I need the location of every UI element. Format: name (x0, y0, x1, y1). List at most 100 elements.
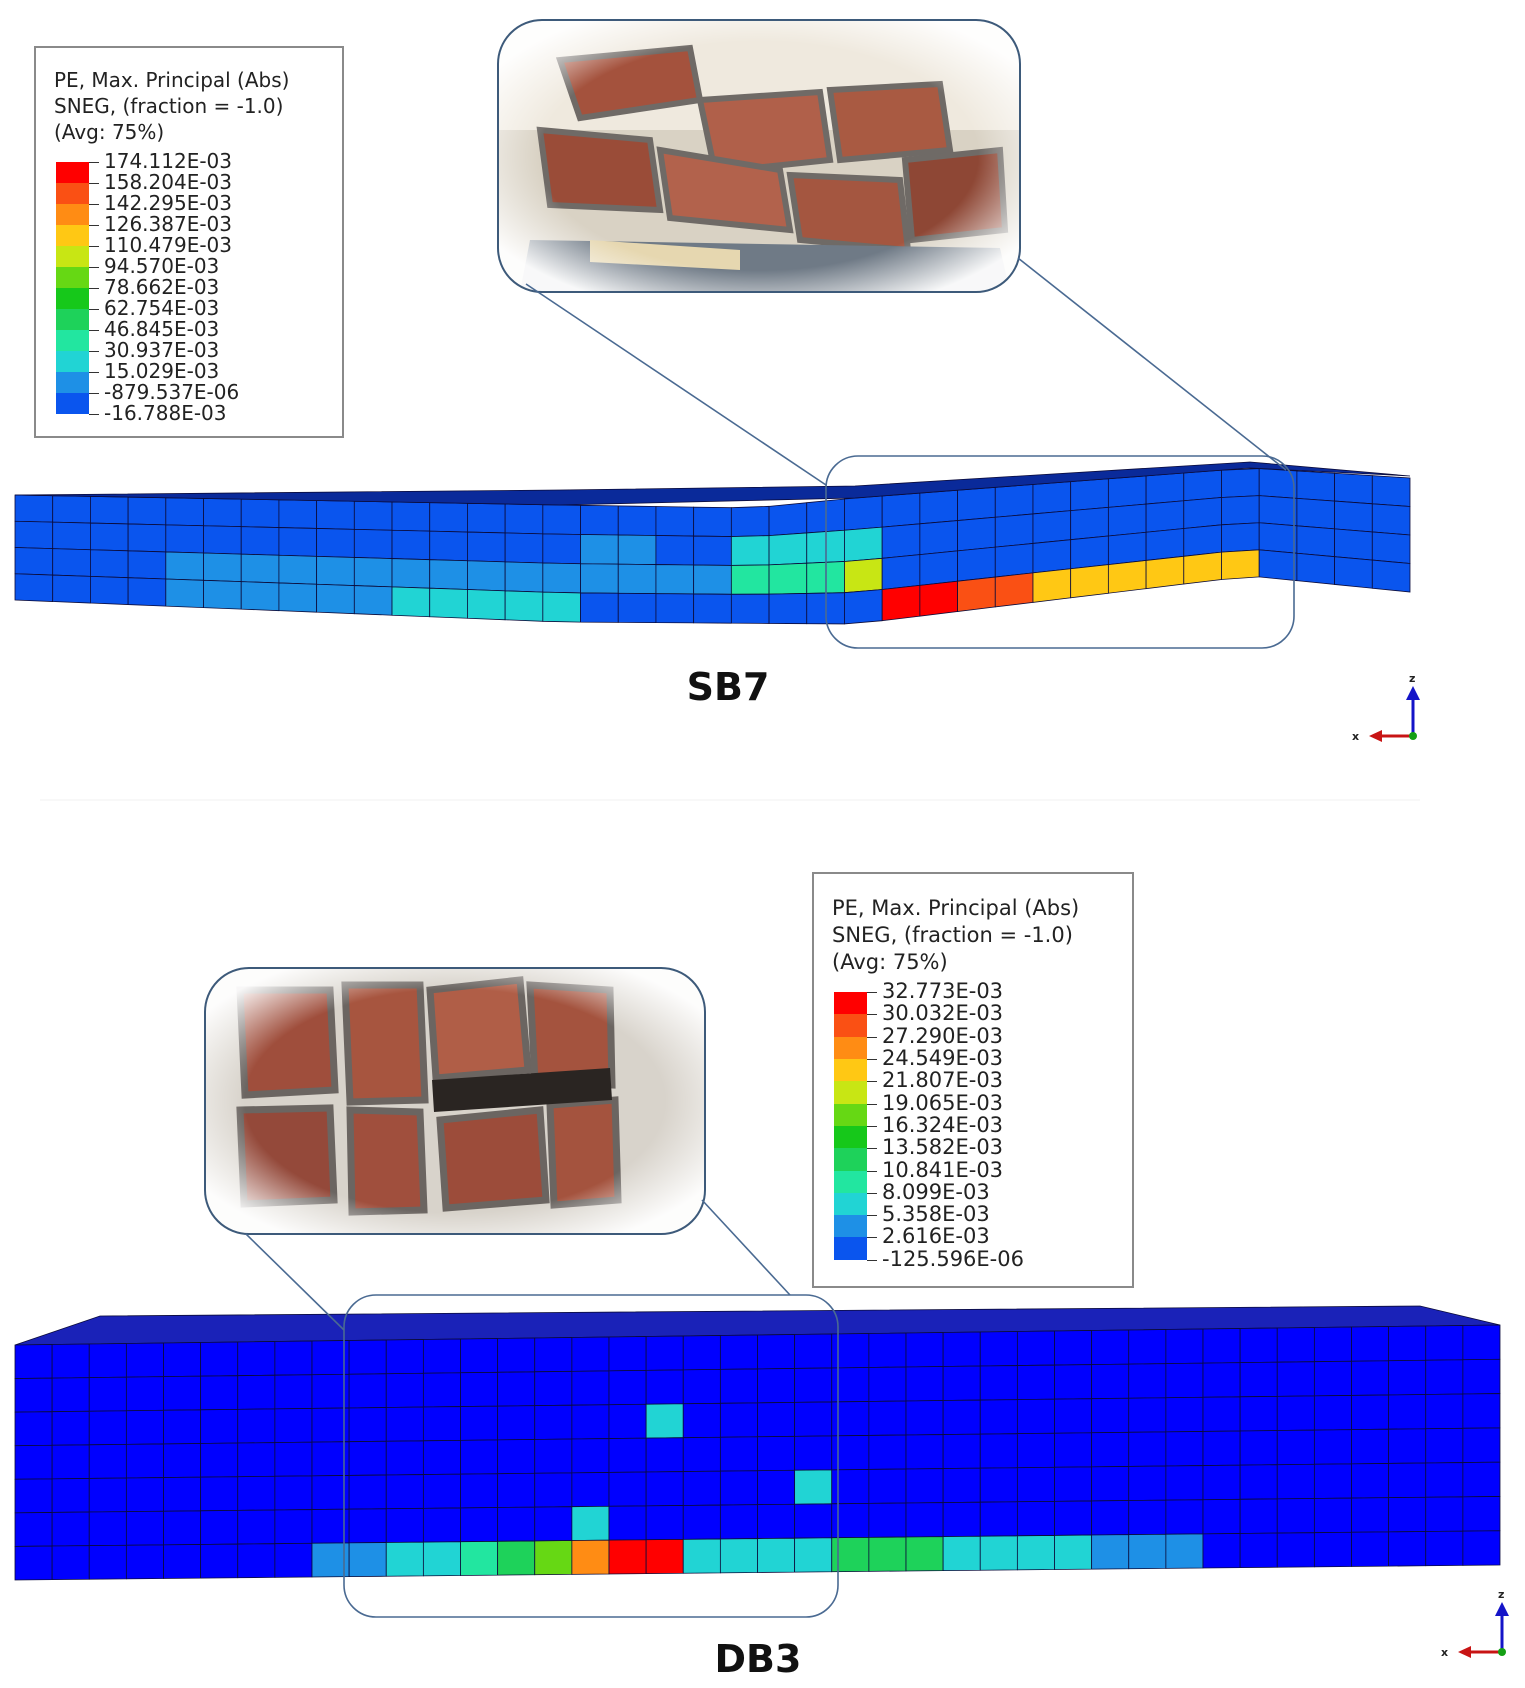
db3-mesh-element (385, 1372, 424, 1408)
db3-mesh-element (497, 1506, 536, 1542)
sb7-mesh-element (1334, 556, 1373, 589)
sb7-mesh-element (278, 582, 318, 613)
db3-mesh-element (534, 1438, 573, 1474)
db3-mesh-element (1313, 1326, 1352, 1363)
db3-mesh-element (645, 1471, 684, 1507)
db3-mesh-element (645, 1403, 684, 1439)
db3-mesh-element (1462, 1393, 1501, 1429)
legend-swatch (834, 1081, 867, 1104)
db3-mesh-element (385, 1541, 424, 1577)
sb7-mesh-element (278, 499, 318, 529)
sb7-mesh-element (542, 504, 581, 535)
db3-mesh-element (942, 1331, 981, 1367)
sb7-photo-inset (497, 19, 1021, 293)
sb7-mesh-element (429, 502, 468, 533)
db3-axis-triad: z x (1441, 1588, 1509, 1659)
db3-mesh-element (51, 1377, 90, 1413)
db3-mesh-element (682, 1369, 721, 1405)
legend-tick (89, 203, 99, 205)
db3-mesh-element (608, 1505, 647, 1541)
db3-mesh-element (571, 1404, 610, 1440)
db3-mesh-element (682, 1335, 721, 1371)
sb7-mesh-element (957, 516, 996, 552)
sb7-mesh-element (617, 563, 657, 595)
db3-mesh-element (757, 1503, 796, 1539)
legend-tick (867, 1059, 877, 1061)
db3-mesh-element (1165, 1465, 1204, 1501)
sb7-mesh-element (919, 580, 958, 617)
db3-beam-mesh (14, 1305, 1501, 1581)
db3-mesh-element (460, 1473, 499, 1509)
db3-mesh-element (1462, 1358, 1501, 1395)
db3-mesh-element (1016, 1535, 1055, 1571)
sb7-mesh-element (504, 532, 544, 564)
db3-mesh-element (88, 1343, 127, 1379)
legend-swatch (834, 1036, 867, 1060)
sb7-mesh-element (693, 506, 732, 537)
sb7-mesh-element (919, 520, 958, 556)
legend-swatch (56, 182, 89, 204)
sb7-mesh-element (542, 562, 581, 594)
legend-value: 24.549E-03 (882, 1046, 1004, 1071)
db3-mesh-element (645, 1369, 684, 1405)
db3-mesh-element (719, 1470, 758, 1506)
db3-mesh-element (1202, 1533, 1241, 1569)
db3-mesh-element (1202, 1498, 1241, 1535)
db3-mesh-element (385, 1440, 424, 1476)
sb7-mesh-element (1296, 470, 1335, 502)
legend-tick (89, 161, 99, 163)
db3-mesh-element (1016, 1330, 1055, 1366)
sb7-mesh-element (127, 523, 167, 553)
db3-mesh-element (1462, 1530, 1501, 1566)
sb7-mesh-element (467, 589, 506, 621)
db3-mesh-element (757, 1334, 796, 1370)
legend-tick (89, 329, 99, 331)
sb7-mesh-element (919, 489, 958, 525)
db3-mesh-element (1239, 1327, 1278, 1364)
sb7-mesh-element (844, 557, 883, 594)
db3-mesh-element (460, 1439, 499, 1475)
db3-legend-average: (Avg: 75%) (832, 950, 948, 974)
db3-mesh-element (1165, 1499, 1204, 1535)
sb7-mesh-element (165, 497, 204, 527)
db3-mesh-element (422, 1439, 461, 1475)
sb7-mesh-element (203, 552, 242, 583)
db3-mesh-element (14, 1377, 53, 1413)
db3-mesh-element (51, 1511, 90, 1547)
legend-value: 142.295E-03 (104, 191, 233, 216)
db3-mesh-element (460, 1507, 499, 1543)
db3-mesh-element (1091, 1466, 1130, 1502)
legend-swatch (834, 1014, 867, 1037)
db3-mesh-element (1128, 1533, 1167, 1570)
sb7-mesh-element (1145, 500, 1185, 533)
db3-mesh-element (497, 1337, 536, 1373)
sb7-mesh-element (1221, 468, 1260, 498)
legend-value: 15.029E-03 (104, 359, 220, 384)
db3-mesh-element (385, 1507, 424, 1543)
legend-swatch (834, 1059, 867, 1082)
db3-mesh-element (719, 1334, 758, 1370)
sb7-beam-mesh (14, 461, 1411, 625)
db3-mesh-element (757, 1435, 796, 1472)
db3-mesh-element (1239, 1532, 1278, 1569)
db3-mesh-element (534, 1540, 573, 1576)
sb7-mesh-element (52, 521, 91, 551)
db3-mesh-element (682, 1504, 721, 1540)
db3-mesh-element (51, 1444, 90, 1480)
sb7-legend-average: (Avg: 75%) (54, 120, 165, 144)
db3-mesh-element (1425, 1427, 1464, 1464)
db3-legend-title: PE, Max. Principal (Abs) (832, 896, 1080, 920)
sb7-mesh-element (278, 554, 318, 585)
db3-mesh-element (1276, 1498, 1315, 1534)
db3-mesh-element (163, 1409, 202, 1445)
sb7-mesh-element (730, 535, 770, 566)
sb7-mesh-element (429, 587, 468, 619)
db3-mesh-element (794, 1469, 833, 1505)
sb7-mesh-element (768, 562, 808, 595)
legend-value: 2.616E-03 (882, 1224, 990, 1249)
db3-mesh-element (1165, 1431, 1204, 1467)
sb7-mesh-element (768, 593, 808, 625)
sb7-mesh-element (165, 578, 204, 609)
db3-mesh-element (1239, 1361, 1278, 1398)
db3-mesh-element (905, 1468, 944, 1504)
